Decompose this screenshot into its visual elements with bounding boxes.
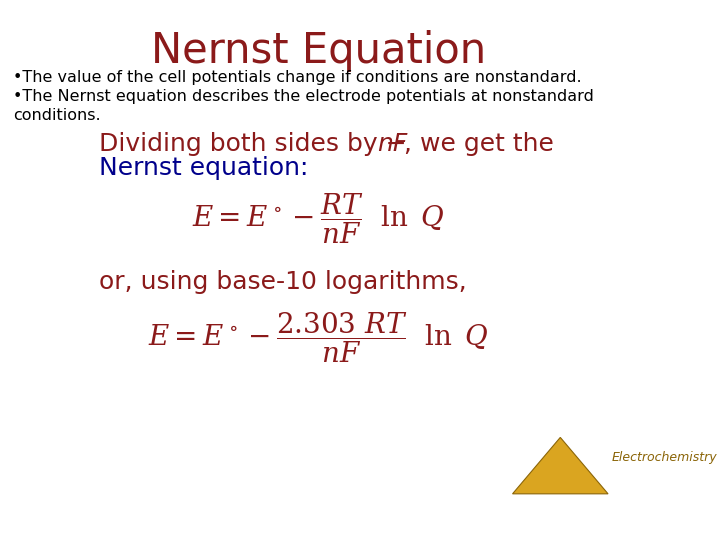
Text: Electrochemistry: Electrochemistry [611, 451, 717, 464]
Text: $\mathit{E} = \mathit{E}^\circ - \dfrac{\mathit{RT}}{\mathit{nF}}\ \ \ln\ Q$: $\mathit{E} = \mathit{E}^\circ - \dfrac{… [192, 192, 444, 246]
Text: Nernst equation:: Nernst equation: [99, 156, 308, 179]
Text: •The value of the cell potentials change if conditions are nonstandard.: •The value of the cell potentials change… [13, 70, 581, 85]
Polygon shape [513, 437, 608, 494]
Text: Dividing both sides by −: Dividing both sides by − [99, 132, 406, 156]
Text: nF: nF [377, 132, 408, 156]
Text: , we get the: , we get the [404, 132, 554, 156]
Text: •The Nernst equation describes the electrode potentials at nonstandard: •The Nernst equation describes the elect… [13, 89, 593, 104]
Text: Nernst Equation: Nernst Equation [150, 30, 486, 72]
Text: conditions.: conditions. [13, 108, 100, 123]
Text: or, using base-10 logarithms,: or, using base-10 logarithms, [99, 270, 467, 294]
Text: $\mathit{E} = \mathit{E}^\circ - \dfrac{2.303\ \mathit{RT}}{\mathit{nF}}\ \ \ln\: $\mathit{E} = \mathit{E}^\circ - \dfrac{… [148, 310, 489, 365]
